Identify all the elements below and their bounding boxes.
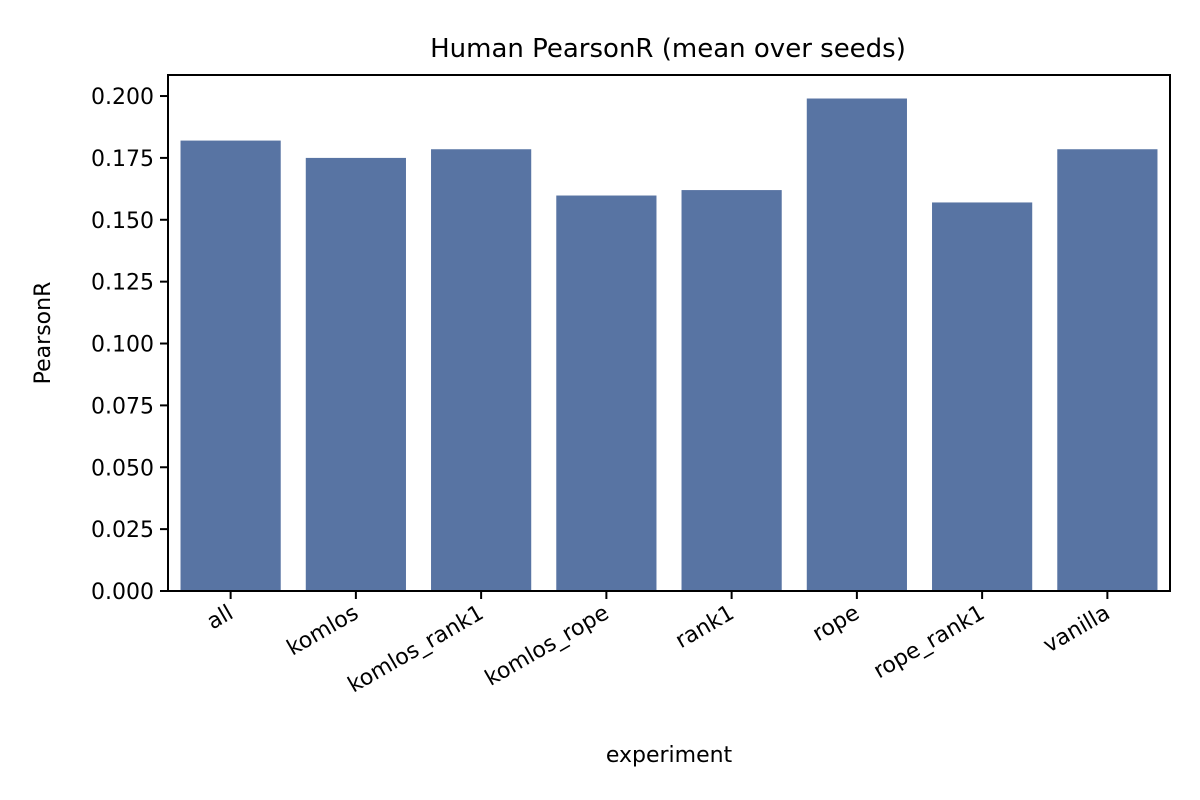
- bar-all: [180, 140, 281, 591]
- plot-frame: [167, 74, 1171, 592]
- x-axis-label: experiment: [606, 743, 733, 768]
- x-tick-label: all: [203, 601, 238, 636]
- bar-rank1: [681, 190, 782, 591]
- x-tick-label: rank1: [671, 601, 738, 654]
- y-tick-label: 0.075: [91, 394, 154, 419]
- y-tick-label: 0.050: [91, 456, 154, 481]
- y-axis: 0.000 0.025 0.050 0.075 0.100 0.125 0.150 0.175…: [91, 85, 168, 605]
- y-tick-label: 0.150: [91, 209, 154, 234]
- y-tick-label: 0.175: [91, 147, 154, 172]
- x-tick-label: rope_rank1: [869, 601, 989, 685]
- x-tick-label: rope: [808, 601, 863, 647]
- bar-komlos_rope: [556, 195, 657, 591]
- x-tick-label: komlos: [283, 601, 363, 662]
- y-tick-label: 0.025: [91, 518, 154, 543]
- y-tick-label: 0.100: [91, 333, 154, 358]
- bar-vanilla: [1057, 149, 1158, 591]
- x-tick-label: komlos_rope: [481, 601, 613, 692]
- x-tick-label: vanilla: [1039, 601, 1114, 659]
- bar-komlos_rank1: [431, 149, 532, 591]
- chart-title: Human PearsonR (mean over seeds): [430, 34, 906, 64]
- y-tick-label: 0.125: [91, 271, 154, 296]
- y-tick-label: 0.200: [91, 85, 154, 110]
- y-axis-label: PearsonR: [31, 282, 56, 385]
- bars-group: [180, 98, 1158, 591]
- bar-rope: [806, 98, 907, 591]
- y-tick-label: 0.000: [91, 580, 154, 605]
- x-tick-label: komlos_rank1: [344, 601, 488, 699]
- bar-rope_rank1: [932, 202, 1033, 591]
- bar-komlos: [305, 157, 406, 591]
